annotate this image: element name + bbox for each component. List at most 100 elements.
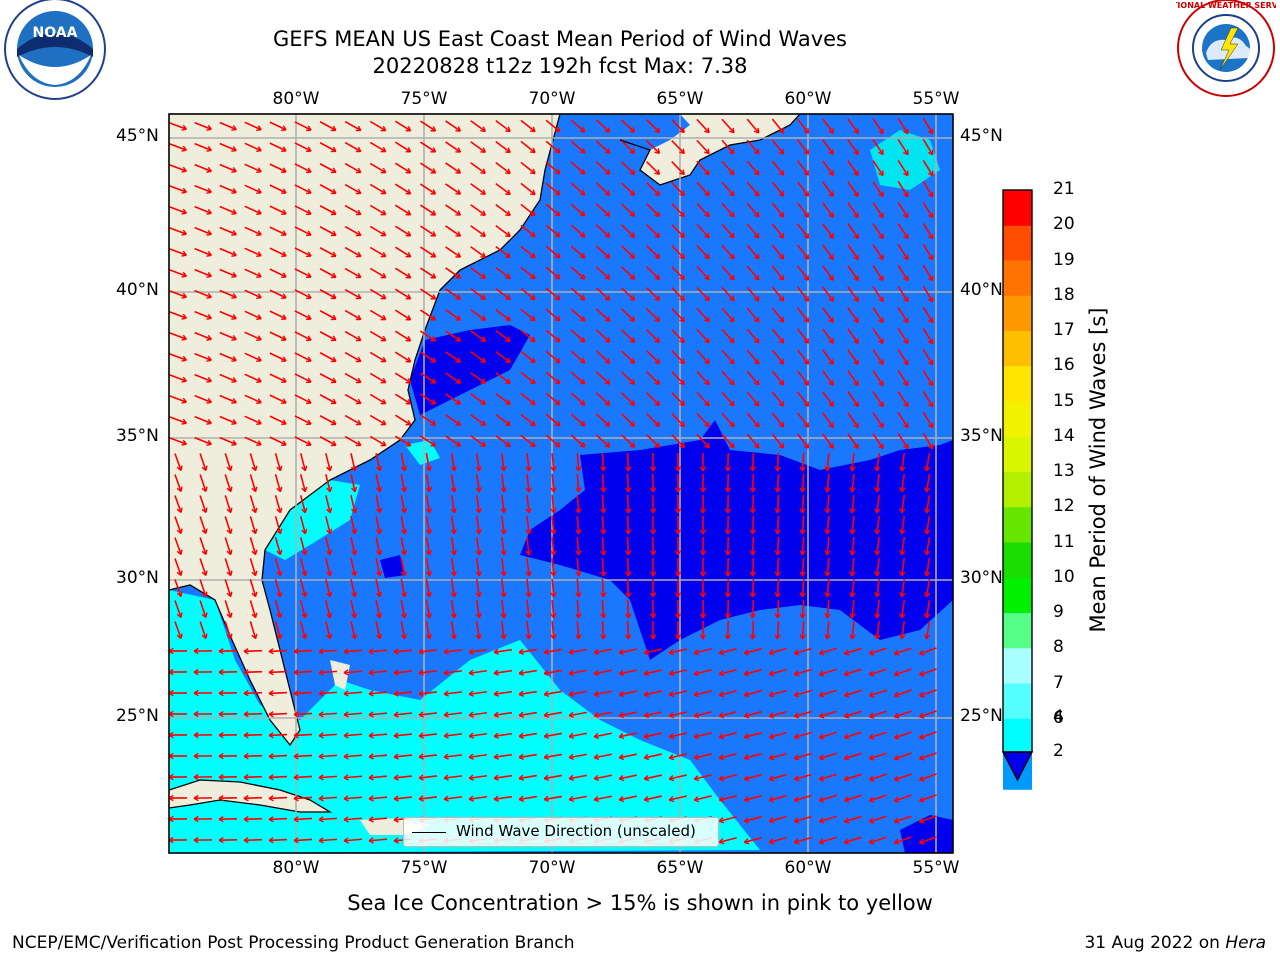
wave-direction-arrow — [294, 310, 312, 320]
wave-direction-arrow — [801, 557, 805, 577]
wave-direction-arrow — [194, 289, 212, 299]
wave-direction-arrowhead — [793, 733, 800, 740]
wave-direction-arrow — [468, 711, 488, 717]
wave-direction-arrow — [420, 225, 436, 237]
wave-direction-arrowhead — [355, 356, 362, 363]
wave-direction-arrowhead — [625, 634, 632, 640]
wave-direction-arrow — [318, 754, 338, 758]
wave-direction-arrow — [545, 140, 561, 154]
wave-direction-arrow — [400, 600, 406, 618]
wave-direction-arrow — [350, 516, 356, 534]
wave-direction-arrow — [269, 331, 287, 341]
wave-direction-arrow — [776, 620, 780, 640]
wave-direction-arrow — [751, 599, 755, 619]
wave-direction-arrow — [219, 415, 237, 425]
wave-direction-arrowhead — [649, 550, 657, 556]
wave-direction-arrowhead — [430, 231, 437, 237]
wave-direction-arrowhead — [256, 209, 262, 215]
wave-direction-arrowhead — [893, 817, 900, 824]
wave-direction-arrowhead — [181, 166, 187, 173]
wave-direction-arrowhead — [256, 356, 262, 362]
wave-direction-arrow — [551, 557, 555, 577]
wave-direction-arrow — [826, 473, 830, 493]
wave-direction-arrowhead — [554, 273, 561, 280]
wave-direction-arrow — [244, 331, 262, 341]
wave-direction-arrowhead — [903, 212, 909, 219]
wave-direction-arrow — [894, 647, 912, 655]
wave-direction-arrow — [796, 118, 810, 134]
wave-direction-arrowhead — [899, 508, 906, 514]
wave-direction-arrowhead — [579, 126, 586, 133]
wave-direction-arrowhead — [924, 612, 931, 619]
wave-direction-arrowhead — [799, 550, 806, 556]
wave-direction-arrow — [425, 620, 431, 640]
wave-direction-arrow — [769, 794, 787, 802]
wave-direction-arrow — [400, 558, 406, 576]
wave-direction-arrowhead — [927, 170, 934, 177]
wave-direction-arrowhead — [256, 419, 262, 425]
wave-direction-arrowhead — [579, 357, 586, 364]
wave-direction-arrow — [501, 536, 505, 556]
wave-direction-arrowhead — [330, 188, 337, 195]
wave-direction-arrow — [400, 537, 406, 555]
wave-direction-arrowhead — [505, 189, 511, 196]
wave-direction-arrowhead — [579, 189, 586, 196]
wave-direction-arrow — [343, 838, 363, 842]
wave-direction-arrowhead — [868, 733, 875, 740]
wave-direction-arrow — [268, 712, 288, 716]
wave-direction-arrowhead — [918, 838, 925, 845]
wave-direction-arrow — [470, 162, 486, 174]
wave-direction-arrowhead — [704, 169, 710, 176]
wave-direction-arrow — [493, 711, 513, 717]
wave-direction-arrowhead — [803, 233, 810, 239]
wave-direction-arrow — [900, 620, 906, 640]
wave-direction-arrowhead — [226, 528, 233, 535]
wave-direction-arrowhead — [231, 125, 237, 131]
wave-direction-arrowhead — [251, 465, 258, 472]
wave-direction-arrow — [445, 372, 461, 384]
wave-direction-arrow — [570, 140, 586, 154]
wave-direction-arrowhead — [430, 357, 437, 363]
wave-direction-arrowhead — [679, 211, 685, 218]
wave-direction-arrow — [620, 371, 636, 385]
wave-direction-arrowhead — [799, 466, 806, 472]
wave-direction-arrow — [694, 732, 712, 738]
wave-direction-arrow — [601, 494, 605, 514]
wave-direction-arrowhead — [293, 774, 299, 781]
wave-direction-arrowhead — [724, 634, 732, 640]
wave-direction-arrow — [394, 120, 412, 132]
wave-direction-arrow — [369, 120, 387, 132]
wave-direction-arrowhead — [625, 529, 632, 535]
wave-direction-arrowhead — [679, 316, 685, 323]
wave-direction-arrowhead — [849, 634, 856, 640]
wave-direction-arrow — [669, 648, 687, 654]
wave-direction-arrow — [646, 308, 660, 322]
wave-direction-arrow — [721, 412, 735, 428]
wave-direction-arrow — [425, 494, 431, 514]
wave-direction-arrow — [545, 245, 561, 259]
wave-direction-arrowhead — [853, 296, 859, 303]
wave-direction-arrowhead — [575, 466, 582, 472]
wave-direction-arrowhead — [927, 317, 934, 324]
wave-direction-arrowhead — [629, 211, 636, 217]
wave-direction-arrowhead — [927, 233, 934, 240]
colorbar-tick-label: 19 — [1053, 249, 1075, 270]
wave-direction-arrow — [746, 286, 760, 302]
wave-direction-arrow — [595, 224, 611, 238]
wave-direction-arrowhead — [843, 754, 850, 761]
wave-direction-arrowhead — [778, 169, 785, 176]
wave-direction-arrowhead — [600, 613, 607, 619]
wave-direction-arrow — [243, 712, 263, 716]
wave-direction-arrow — [318, 733, 338, 737]
wave-direction-arrowhead — [579, 168, 586, 175]
wave-direction-arrow — [169, 374, 187, 382]
wave-direction-arrowhead — [468, 669, 474, 676]
colorbar-tick-label: 13 — [1053, 461, 1075, 481]
wave-direction-arrow — [224, 558, 232, 576]
wave-direction-arrowhead — [400, 591, 408, 598]
wave-direction-arrowhead — [455, 126, 462, 132]
wave-direction-arrow — [318, 670, 338, 674]
wave-direction-arrow — [769, 731, 787, 739]
wave-direction-arrow — [394, 351, 412, 363]
wave-direction-arrowhead — [256, 314, 262, 320]
